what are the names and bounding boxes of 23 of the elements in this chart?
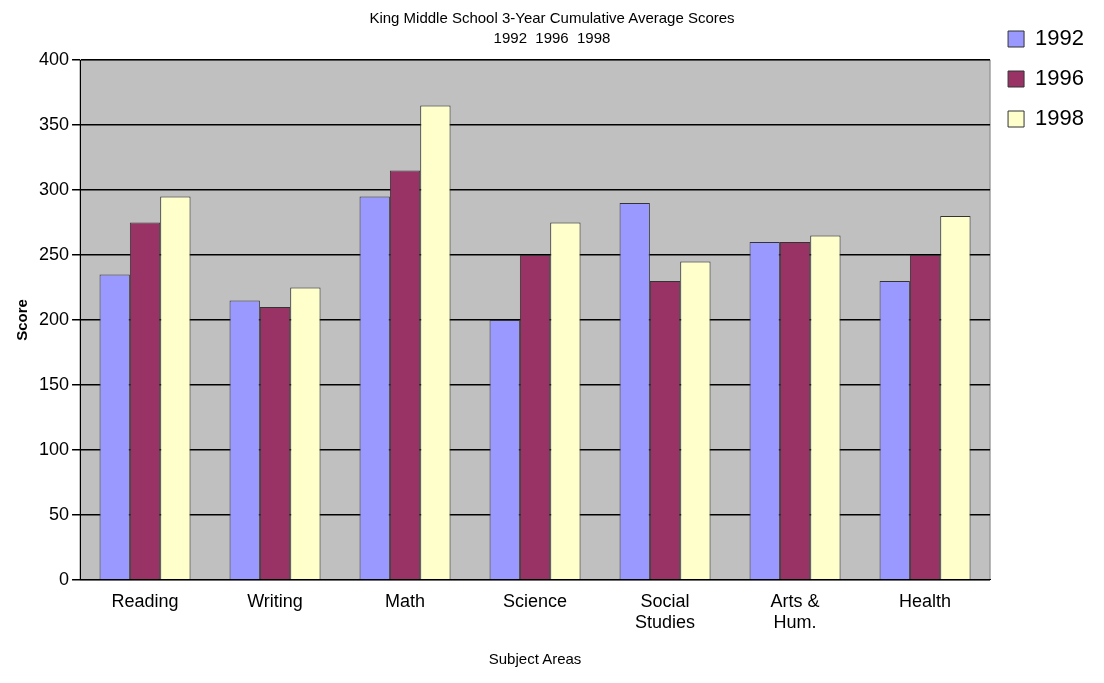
x-tick-label: Writing (247, 590, 303, 611)
chart-subtitle: 1992 1996 1998 (493, 29, 611, 47)
x-tick-label: Arts & Hum. (770, 590, 820, 633)
y-tick-label: 350 (38, 113, 70, 134)
y-tick-label: 400 (38, 48, 70, 69)
chart-title: King Middle School 3-Year Cumulative Average Scores (369, 9, 735, 27)
y-tick-label: 300 (38, 178, 70, 199)
legend-label: 1996 (1035, 65, 1085, 91)
x-tick-label: Social Studies (635, 590, 696, 633)
y-tick-label: 150 (38, 373, 70, 394)
x-tick-label: Science (503, 590, 568, 611)
legend-label: 1998 (1035, 105, 1085, 131)
x-axis-title: Subject Areas (488, 650, 582, 668)
x-tick-label: Math (385, 590, 426, 611)
y-tick-label: 0 (59, 568, 70, 589)
y-tick-label: 100 (38, 438, 70, 459)
y-tick-label: 250 (38, 243, 70, 264)
x-tick-label: Health (899, 590, 952, 611)
x-tick-label: Reading (111, 590, 179, 611)
legend-label: 1992 (1035, 25, 1085, 51)
y-tick-label: 50 (49, 503, 70, 524)
y-tick-label: 200 (38, 308, 70, 329)
y-axis-title: Score (13, 299, 31, 341)
